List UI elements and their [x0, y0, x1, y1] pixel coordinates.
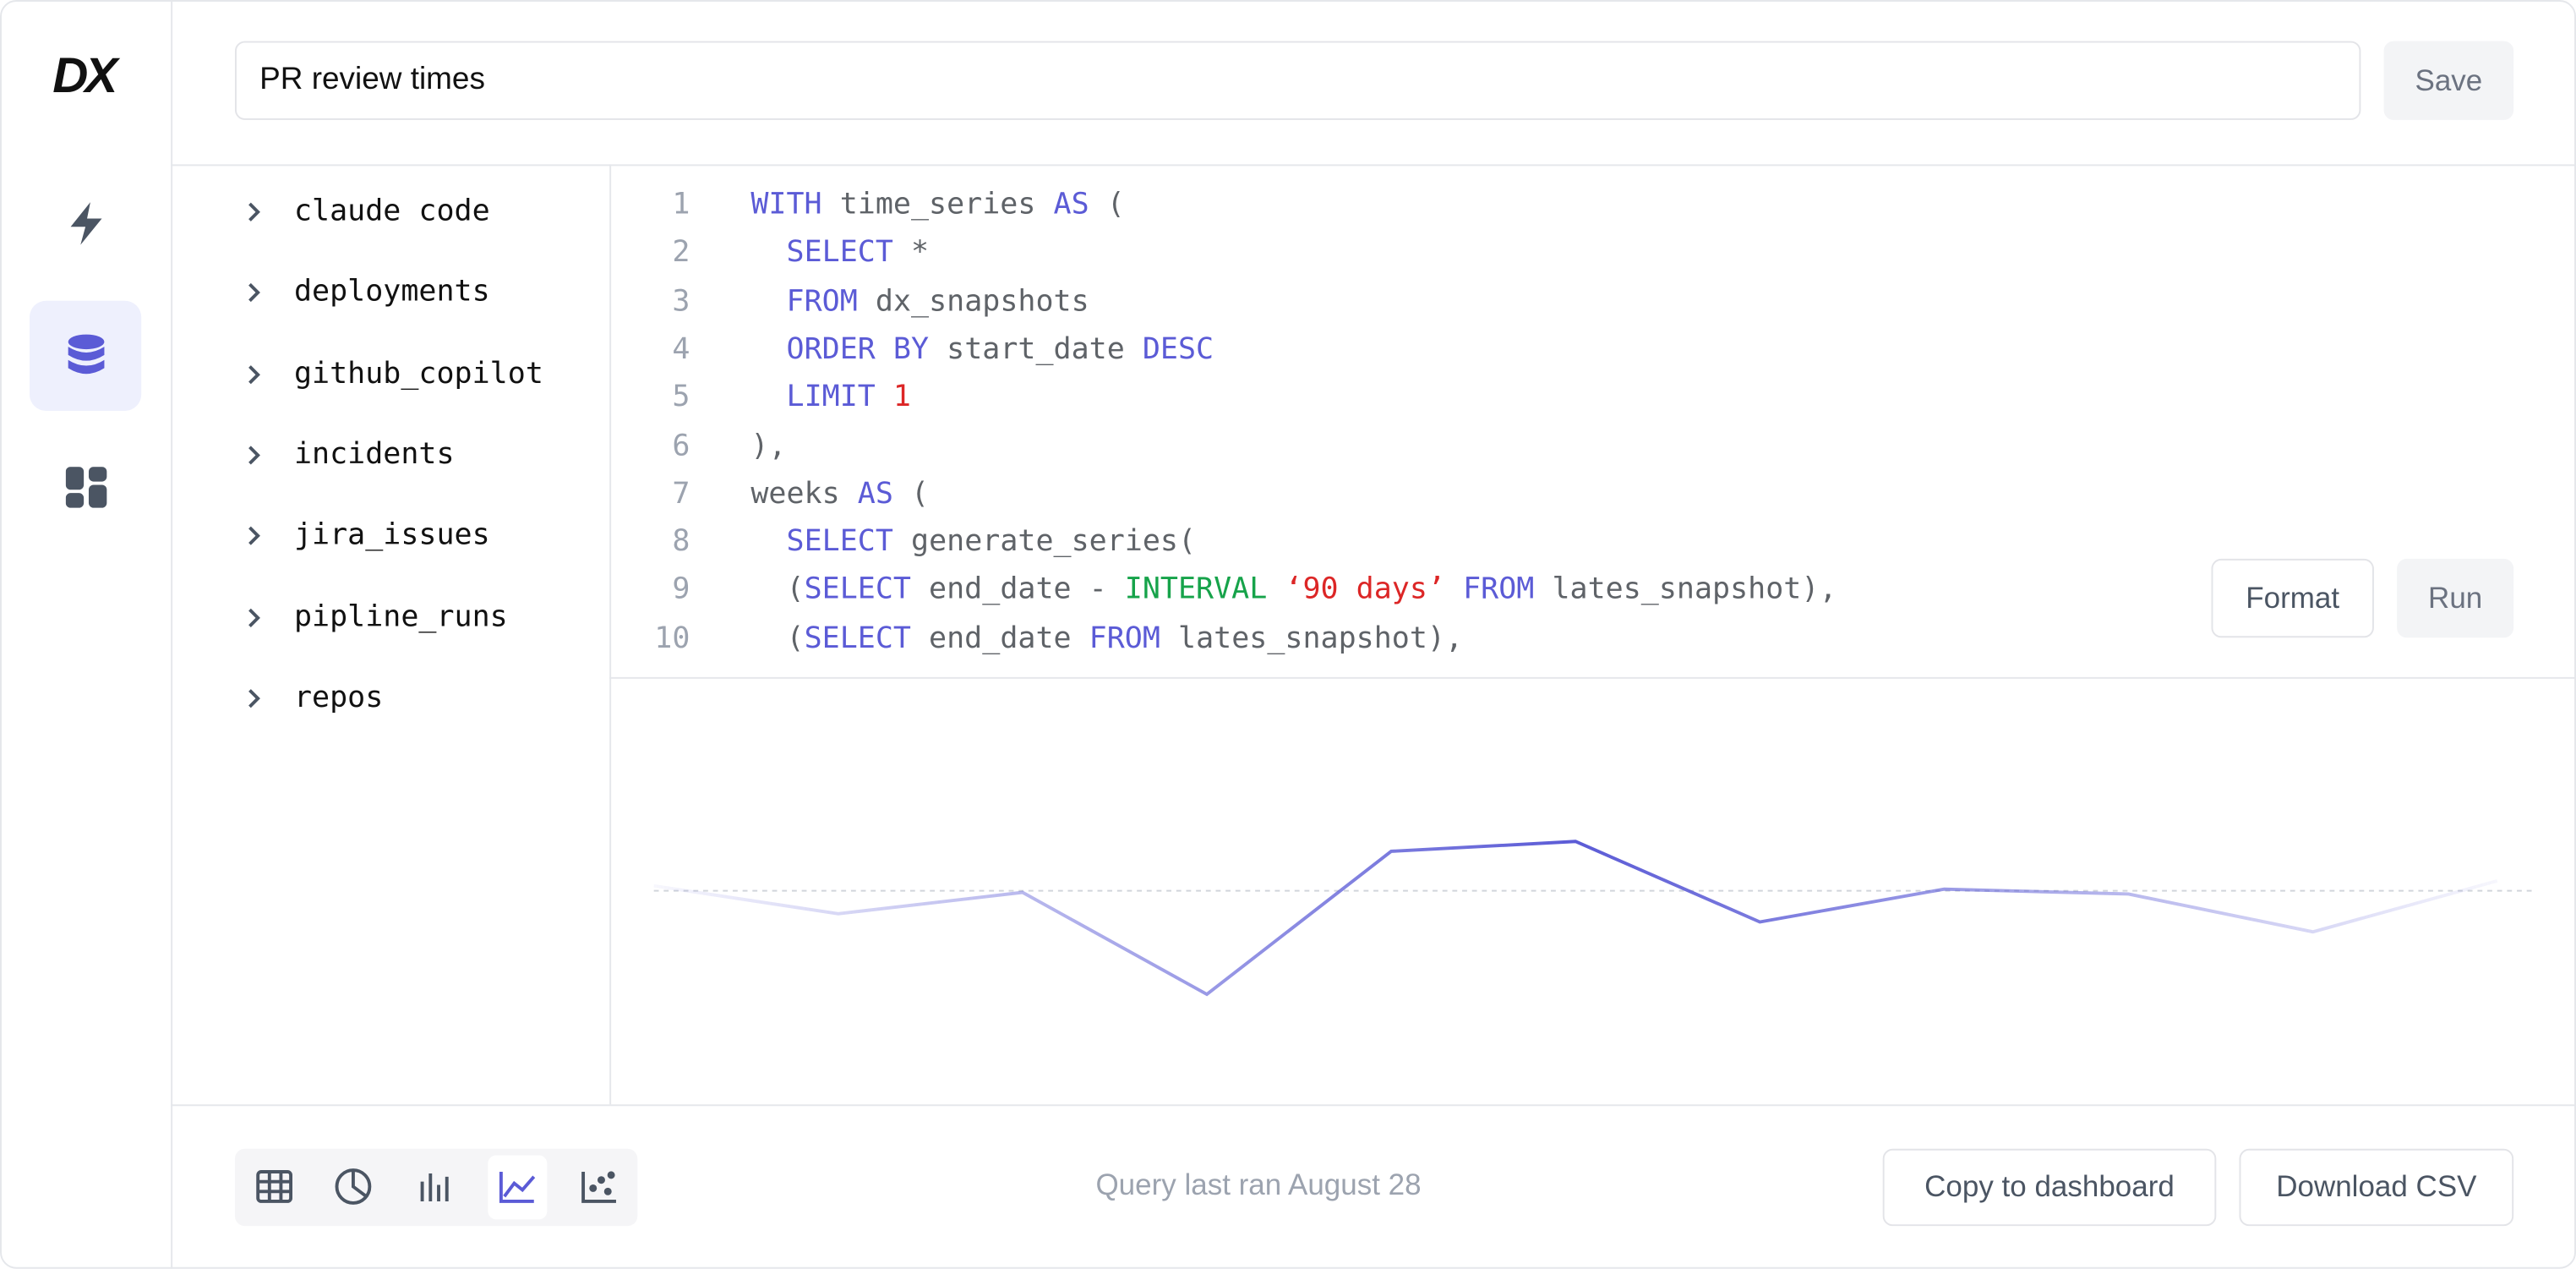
line-number: 1: [672, 187, 690, 222]
code-line: SELECT *: [750, 235, 930, 271]
line-icon[interactable]: [499, 1172, 536, 1203]
code-token: lates_snapshot),: [1160, 621, 1464, 656]
code-token: [750, 284, 786, 319]
code-token: weeks: [750, 476, 858, 511]
line-number: 6: [672, 428, 690, 463]
line-number: 2: [672, 235, 690, 271]
status-text: Query last ran August 28: [1095, 1168, 1422, 1201]
code-token: 1: [892, 380, 912, 415]
code-token: ‘90 days’: [1285, 572, 1446, 608]
code-token: WITH: [750, 187, 822, 222]
code-line: FROM dx_snapshots: [750, 284, 1089, 319]
code-token: FROM: [1089, 621, 1160, 656]
code-line: (SELECT end_date FROM lates_snapshot),: [750, 621, 1463, 655]
table-icon[interactable]: [256, 1170, 293, 1203]
chevron[interactable]: [247, 444, 263, 467]
chevron[interactable]: [247, 282, 263, 304]
code-token: SELECT: [786, 524, 893, 560]
query-title-input[interactable]: PR review times: [234, 41, 2361, 120]
chevron[interactable]: [247, 686, 263, 709]
code-token: AS: [1053, 187, 1089, 222]
code-line: ),: [750, 428, 786, 462]
code-token: time_series: [821, 187, 1054, 222]
line-number: 9: [672, 572, 690, 608]
chevron[interactable]: [247, 605, 263, 628]
code-line: weeks AS (: [750, 476, 929, 511]
code-token: (: [750, 621, 805, 656]
format-button[interactable]: Format: [2211, 558, 2374, 638]
code-token: AS: [857, 476, 893, 511]
code-token: LIMIT: [786, 380, 876, 415]
code-line: WITH time_series AS (: [750, 188, 1124, 222]
download-csv-button[interactable]: Download CSV: [2239, 1148, 2514, 1227]
code-token: [876, 380, 893, 414]
code-token: end_date -: [910, 572, 1125, 608]
code-token: [750, 236, 786, 271]
table-name[interactable]: incidents: [293, 436, 455, 472]
code-token: SELECT: [786, 235, 893, 271]
run-button[interactable]: Run: [2397, 558, 2514, 638]
line-number: 5: [672, 380, 690, 415]
table-name[interactable]: github_copilot: [293, 356, 543, 391]
line-number: 10: [654, 621, 690, 656]
chart-type-icons[interactable]: [235, 1149, 637, 1226]
code-token: ),: [750, 428, 787, 463]
lightning-icon[interactable]: [66, 200, 109, 246]
rail-divider: [171, 0, 173, 1269]
code-token: (: [892, 476, 930, 511]
chevron[interactable]: [247, 363, 263, 386]
bar-icon[interactable]: [420, 1173, 449, 1201]
code-token: SELECT: [804, 621, 911, 656]
save-button[interactable]: Save: [2383, 41, 2514, 120]
code-token: generate_series(: [892, 524, 1197, 560]
chevron[interactable]: [247, 200, 263, 223]
code-token: (: [1089, 187, 1125, 222]
dashboard-icon[interactable]: [65, 467, 109, 510]
line-number: 8: [672, 524, 690, 560]
code-token: ORDER BY: [786, 331, 930, 367]
chevron[interactable]: [247, 524, 263, 547]
code-line: ORDER BY start_date DESC: [750, 331, 1214, 366]
logo: DX: [52, 49, 117, 104]
code-token: FROM: [786, 283, 858, 319]
database-icon: [68, 334, 105, 375]
code-token: lates_snapshot),: [1534, 572, 1837, 608]
line-number: 3: [672, 283, 690, 319]
table-name[interactable]: claude code: [293, 194, 490, 229]
divider: [609, 164, 612, 1105]
code-token: (: [750, 572, 805, 608]
code-token: [750, 380, 786, 414]
line-chart: [653, 840, 2532, 997]
line-number: 7: [672, 476, 690, 511]
code-token: start_date: [929, 331, 1143, 367]
code-token: [750, 331, 786, 366]
code-token: [750, 524, 786, 559]
code-token: DESC: [1142, 331, 1214, 367]
code-token: end_date: [910, 621, 1089, 656]
code-token: FROM: [1463, 572, 1535, 608]
scatter-icon[interactable]: [581, 1171, 616, 1203]
table-name[interactable]: deployments: [293, 275, 490, 310]
table-name[interactable]: pipline_runs: [293, 599, 508, 634]
chart-type-toolbar: [234, 1148, 638, 1227]
code-token: [1445, 572, 1463, 607]
copy-to-dashboard-button[interactable]: Copy to dashboard: [1882, 1148, 2217, 1227]
table-name[interactable]: jira_issues: [293, 517, 490, 553]
code-line: SELECT generate_series(: [750, 524, 1197, 560]
code-line: (SELECT end_date - INTERVAL ‘90 days’ FR…: [750, 572, 1836, 607]
code-token: dx_snapshots: [857, 283, 1089, 319]
code-token: *: [892, 235, 930, 271]
data-line: [653, 840, 2498, 997]
pie-icon[interactable]: [335, 1168, 372, 1205]
code-token: SELECT: [804, 572, 911, 608]
code-token: [1267, 572, 1285, 607]
line-number: 4: [672, 331, 690, 367]
code-token: INTERVAL: [1124, 572, 1268, 608]
divider: [171, 164, 2576, 167]
code-line: LIMIT 1: [750, 380, 911, 414]
divider: [609, 676, 2576, 679]
divider: [171, 1104, 2576, 1107]
table-name[interactable]: repos: [293, 680, 384, 715]
